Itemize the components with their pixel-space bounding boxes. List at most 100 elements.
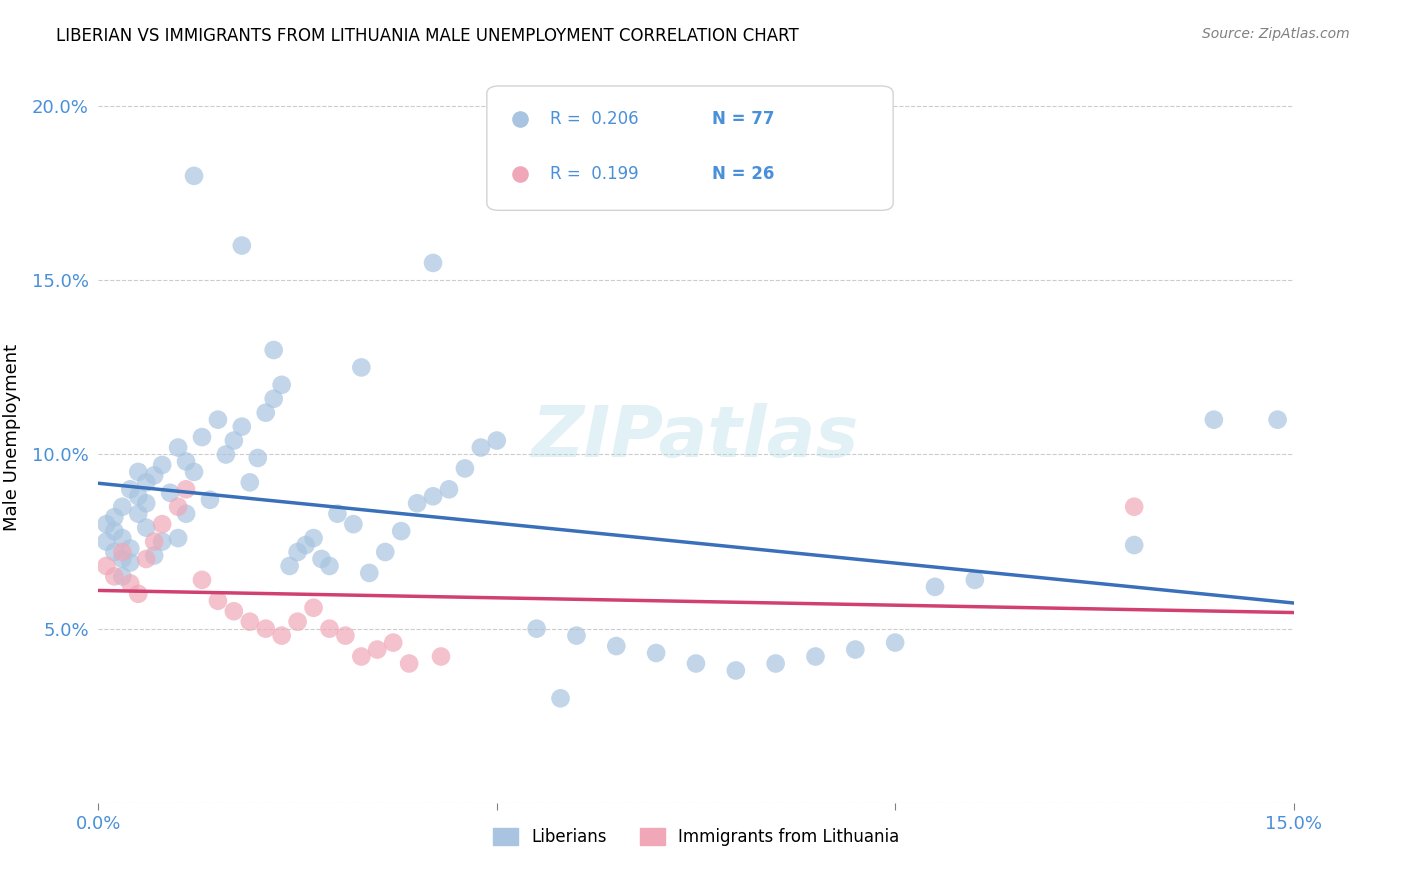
- Liberians: [150, 534, 173, 549]
- Liberians: [884, 635, 907, 649]
- Liberians: [207, 412, 229, 426]
- Immigrants from Lithuania: [350, 649, 373, 664]
- Immigrants from Lithuania: [270, 629, 292, 643]
- Liberians: [1267, 412, 1289, 426]
- Liberians: [263, 343, 285, 357]
- Liberians: [96, 534, 118, 549]
- Liberians: [111, 569, 134, 583]
- Liberians: [215, 448, 238, 462]
- Liberians: [263, 392, 285, 406]
- Liberians: [103, 524, 125, 538]
- Immigrants from Lithuania: [96, 558, 118, 573]
- Liberians: [406, 496, 429, 510]
- Liberians: [246, 450, 269, 465]
- Immigrants from Lithuania: [135, 552, 157, 566]
- Liberians: [963, 573, 986, 587]
- Immigrants from Lithuania: [366, 642, 388, 657]
- Liberians: [605, 639, 627, 653]
- Immigrants from Lithuania: [167, 500, 190, 514]
- Immigrants from Lithuania: [103, 569, 125, 583]
- Liberians: [1123, 538, 1146, 552]
- Liberians: [183, 465, 205, 479]
- Liberians: [287, 545, 309, 559]
- Liberians: [804, 649, 827, 664]
- Liberians: [103, 510, 125, 524]
- Immigrants from Lithuania: [287, 615, 309, 629]
- Liberians: [167, 441, 190, 455]
- Liberians: [565, 629, 588, 643]
- Liberians: [143, 468, 166, 483]
- Immigrants from Lithuania: [120, 576, 142, 591]
- Immigrants from Lithuania: [382, 635, 405, 649]
- Liberians: [111, 552, 134, 566]
- Liberians: [342, 517, 364, 532]
- Liberians: [135, 475, 157, 490]
- Liberians: [422, 256, 444, 270]
- Liberians: [239, 475, 262, 490]
- Liberians: [183, 169, 205, 183]
- Liberians: [550, 691, 572, 706]
- Immigrants from Lithuania: [1123, 500, 1146, 514]
- Immigrants from Lithuania: [222, 604, 245, 618]
- Liberians: [167, 531, 190, 545]
- Liberians: [302, 531, 325, 545]
- Liberians: [326, 507, 349, 521]
- Immigrants from Lithuania: [335, 629, 357, 643]
- Liberians: [645, 646, 668, 660]
- Liberians: [159, 485, 181, 500]
- Immigrants from Lithuania: [430, 649, 453, 664]
- Liberians: [318, 558, 340, 573]
- Liberians: [359, 566, 381, 580]
- Liberians: [389, 524, 412, 538]
- Immigrants from Lithuania: [127, 587, 149, 601]
- Y-axis label: Male Unemployment: Male Unemployment: [3, 343, 21, 531]
- Liberians: [454, 461, 477, 475]
- Liberians: [350, 360, 373, 375]
- Liberians: [103, 545, 125, 559]
- Liberians: [120, 541, 142, 556]
- Liberians: [174, 507, 197, 521]
- Liberians: [294, 538, 316, 552]
- Liberians: [374, 545, 396, 559]
- Liberians: [526, 622, 548, 636]
- Liberians: [150, 458, 173, 472]
- Liberians: [120, 556, 142, 570]
- Liberians: [127, 507, 149, 521]
- Liberians: [422, 489, 444, 503]
- Liberians: [127, 465, 149, 479]
- Immigrants from Lithuania: [150, 517, 173, 532]
- Liberians: [1202, 412, 1225, 426]
- Liberians: [198, 492, 221, 507]
- Liberians: [111, 531, 134, 545]
- Liberians: [222, 434, 245, 448]
- Immigrants from Lithuania: [302, 600, 325, 615]
- Liberians: [724, 664, 747, 678]
- Text: Source: ZipAtlas.com: Source: ZipAtlas.com: [1202, 27, 1350, 41]
- Immigrants from Lithuania: [207, 594, 229, 608]
- Text: ZIPatlas: ZIPatlas: [533, 402, 859, 472]
- Immigrants from Lithuania: [174, 483, 197, 497]
- Liberians: [111, 500, 134, 514]
- Liberians: [120, 483, 142, 497]
- Liberians: [311, 552, 333, 566]
- Liberians: [96, 517, 118, 532]
- Liberians: [231, 238, 253, 252]
- Immigrants from Lithuania: [318, 622, 340, 636]
- Legend: Liberians, Immigrants from Lithuania: Liberians, Immigrants from Lithuania: [486, 822, 905, 853]
- Text: N = 77: N = 77: [711, 110, 775, 128]
- Liberians: [254, 406, 277, 420]
- Immigrants from Lithuania: [239, 615, 262, 629]
- Liberians: [127, 489, 149, 503]
- Liberians: [765, 657, 787, 671]
- Immigrants from Lithuania: [398, 657, 420, 671]
- Liberians: [143, 549, 166, 563]
- Text: R =  0.199: R = 0.199: [550, 165, 638, 183]
- Immigrants from Lithuania: [111, 545, 134, 559]
- Immigrants from Lithuania: [143, 534, 166, 549]
- Liberians: [685, 657, 707, 671]
- Liberians: [191, 430, 214, 444]
- Liberians: [844, 642, 866, 657]
- Liberians: [924, 580, 946, 594]
- Liberians: [470, 441, 492, 455]
- Liberians: [278, 558, 301, 573]
